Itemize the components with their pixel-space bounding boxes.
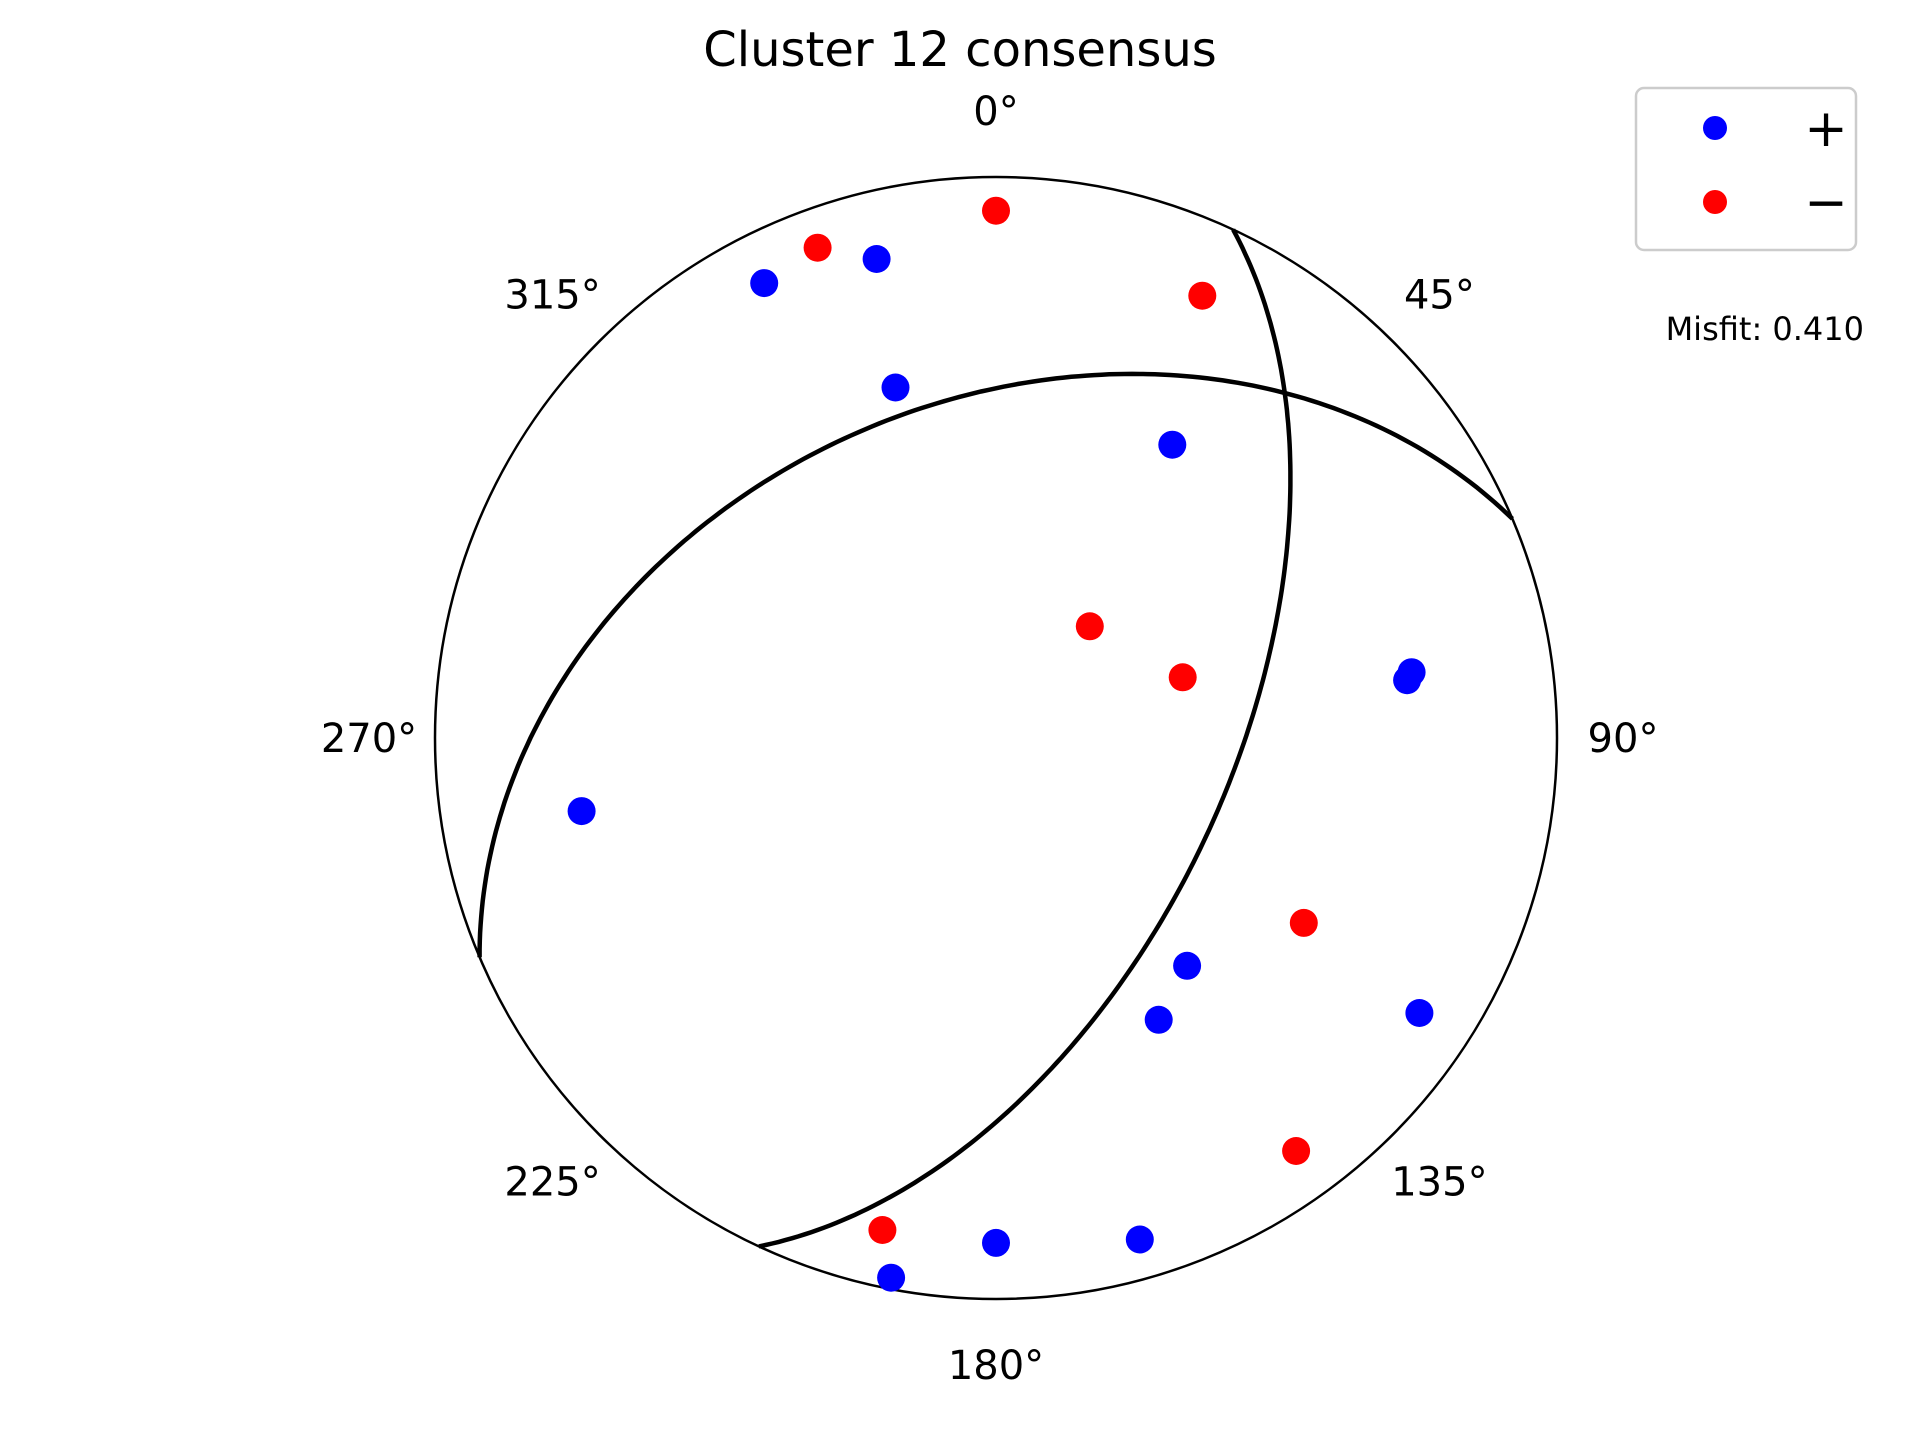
nodal-plane-line [758, 228, 1293, 1249]
positive-polarity-point [750, 269, 779, 298]
positive-polarity-point [881, 373, 910, 402]
stereonet-outline [433, 175, 1559, 1301]
angle-tick-label: 45° [1404, 273, 1475, 319]
positive-polarity-point [1144, 1005, 1173, 1034]
chart-title: Cluster 12 consensus [703, 22, 1217, 78]
negative-polarity-point [1168, 663, 1197, 692]
angle-tick-label: 315° [504, 273, 600, 319]
negative-polarity-point [803, 233, 832, 262]
nodal-plane-line [477, 371, 1514, 958]
positive-polarity-point [1405, 999, 1434, 1027]
negative-polarity-point [982, 196, 1010, 225]
positive-polarity-point [567, 797, 596, 826]
angle-tick-label: 270° [321, 716, 417, 762]
positive-polarity-point [1173, 951, 1202, 980]
legend-box [1634, 86, 1858, 252]
negative-polarity-point [1289, 908, 1318, 937]
positive-polarity-point [862, 245, 891, 273]
polarity-points [567, 196, 1434, 1292]
angle-tick-labels: 0° 45° 90° 135° 180° 225° 270° 315° [321, 89, 1659, 1389]
positive-polarity-point [982, 1228, 1010, 1257]
positive-polarity-point [1158, 430, 1187, 459]
negative-polarity-point [868, 1216, 897, 1244]
legend-marker-positive [1703, 116, 1727, 140]
legend-label-negative: − [1804, 173, 1848, 233]
negative-polarity-point [1188, 281, 1217, 310]
angle-tick-label: 180° [948, 1343, 1044, 1389]
angle-tick-label: 0° [973, 89, 1018, 135]
legend: + − [1634, 86, 1858, 252]
legend-marker-negative [1703, 190, 1727, 214]
nodal-planes [477, 228, 1514, 1249]
positive-polarity-point [877, 1263, 906, 1292]
angle-tick-label: 225° [504, 1159, 600, 1205]
angle-tick-label: 90° [1588, 716, 1659, 762]
legend-label-positive: + [1804, 99, 1848, 159]
negative-polarity-point [1282, 1137, 1311, 1165]
positive-polarity-point [1393, 666, 1422, 695]
misfit-label: Misfit: 0.410 [1666, 310, 1864, 348]
positive-polarity-point [1125, 1225, 1154, 1254]
negative-polarity-point [1075, 612, 1104, 641]
angle-tick-label: 135° [1391, 1159, 1487, 1205]
